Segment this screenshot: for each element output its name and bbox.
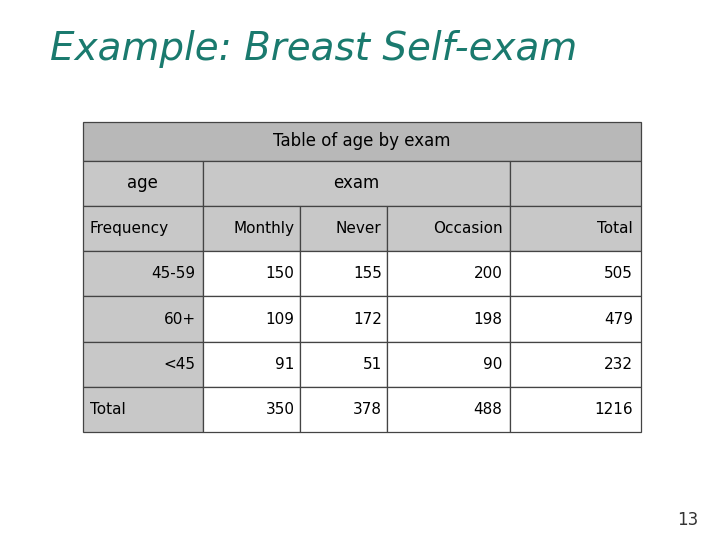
- Text: Total: Total: [597, 221, 633, 236]
- Text: 150: 150: [266, 266, 294, 281]
- Text: 109: 109: [266, 312, 294, 327]
- Text: age: age: [127, 174, 158, 192]
- Text: Never: Never: [336, 221, 382, 236]
- Text: 155: 155: [353, 266, 382, 281]
- Text: <45: <45: [163, 357, 196, 372]
- Text: 13: 13: [677, 511, 698, 529]
- Text: Monthly: Monthly: [233, 221, 294, 236]
- Text: 488: 488: [474, 402, 503, 417]
- Text: Table of age by exam: Table of age by exam: [273, 132, 451, 150]
- Text: 172: 172: [353, 312, 382, 327]
- Text: 350: 350: [266, 402, 294, 417]
- Text: 198: 198: [473, 312, 503, 327]
- Text: 232: 232: [604, 357, 633, 372]
- Text: Occasion: Occasion: [433, 221, 503, 236]
- Text: 60+: 60+: [163, 312, 196, 327]
- Text: 378: 378: [353, 402, 382, 417]
- Text: 51: 51: [362, 357, 382, 372]
- Text: 479: 479: [604, 312, 633, 327]
- Text: 45-59: 45-59: [151, 266, 196, 281]
- Text: 200: 200: [474, 266, 503, 281]
- Text: Example: Breast Self-exam: Example: Breast Self-exam: [50, 30, 577, 68]
- Text: Frequency: Frequency: [90, 221, 169, 236]
- Text: 505: 505: [604, 266, 633, 281]
- Text: 1216: 1216: [594, 402, 633, 417]
- Text: exam: exam: [333, 174, 379, 192]
- Text: 91: 91: [275, 357, 294, 372]
- Text: 90: 90: [483, 357, 503, 372]
- Text: Total: Total: [90, 402, 126, 417]
